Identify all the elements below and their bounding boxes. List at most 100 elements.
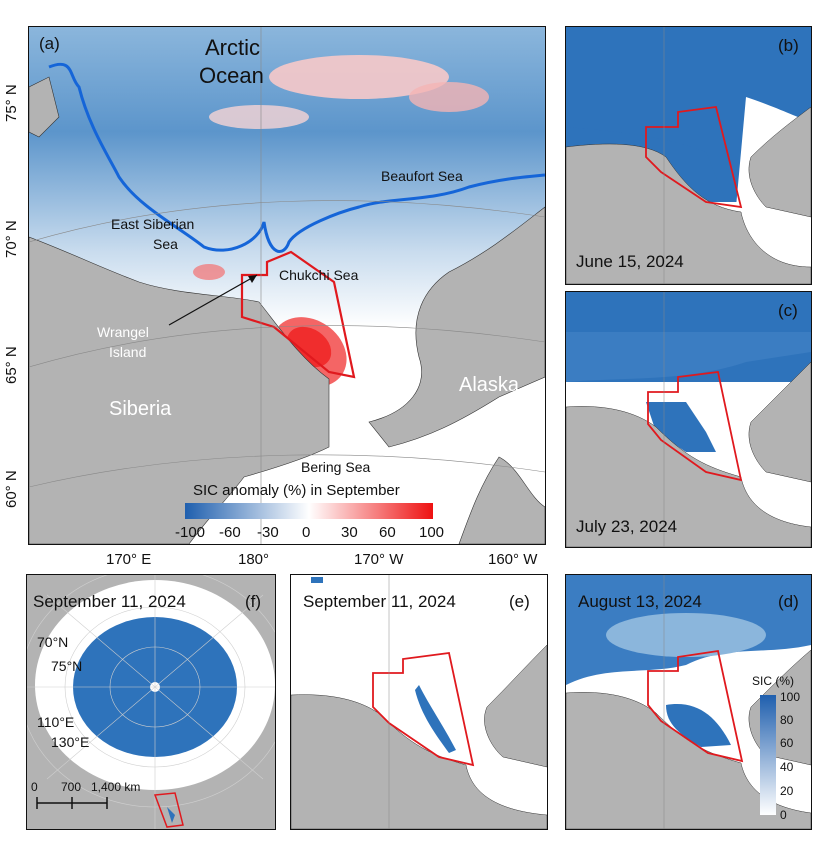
alaska-label: Alaska: [459, 374, 520, 396]
panel-a-map-graphics: [29, 27, 545, 544]
sea-ice-remnant: [666, 704, 731, 747]
panel-c-map-graphics: [566, 292, 811, 547]
chukchi-sea-label: Chukchi Sea: [279, 267, 359, 283]
east-siberian-sea-label: Sea: [153, 236, 178, 252]
sic-colorbar-tick: 100: [780, 690, 801, 704]
panel-d-map-graphics: [566, 575, 811, 829]
sic-colorbar-title: SIC (%): [752, 674, 794, 688]
panel-date: September 11, 2024: [303, 592, 456, 611]
lon-label: 170° E: [106, 551, 152, 568]
sea-ice-remnant: [167, 807, 175, 823]
land: [566, 143, 811, 284]
lat-label: 75°N: [51, 658, 83, 674]
panel-f-polar-map: September 11, 2024 (f) 70°N 75°N 110°E 1…: [26, 574, 276, 830]
sea-ice-remnant: [646, 402, 716, 452]
siberia-label: Siberia: [109, 398, 172, 420]
lat-label: 65° N: [3, 346, 20, 384]
study-area-box: [647, 649, 744, 763]
arctic-ocean-label: Arctic: [205, 35, 260, 60]
graticule-line: [29, 200, 545, 243]
panel-date: June 15, 2024: [576, 252, 684, 271]
panel-e-sic-map: September 11, 2024 (e): [290, 574, 548, 830]
sea-ice-remnant: [415, 685, 456, 753]
wrangel-island-label: Wrangel: [97, 324, 149, 340]
sea-ice-thin: [606, 613, 766, 657]
study-area-box: [240, 250, 356, 379]
graticule-line: [29, 325, 545, 368]
positive-anomaly-patch: [269, 55, 449, 99]
sic-colorbar-tick: 0: [780, 808, 787, 822]
panel-label: (b): [778, 36, 799, 55]
bering-sea-label: Bering Sea: [301, 459, 371, 475]
sea-ice: [566, 332, 811, 382]
colorbar-tick: -60: [219, 524, 241, 541]
scale-bar: [36, 797, 108, 809]
lon-label: 110°E: [37, 714, 75, 730]
positive-anomaly-patch: [209, 105, 309, 129]
land: [566, 406, 811, 547]
lon-label: 160° W: [488, 551, 538, 568]
colorbar-tick: -30: [257, 524, 279, 541]
arctic-ocean-label: Ocean: [199, 63, 264, 88]
sic-colorbar: [760, 695, 776, 815]
ice-edge-line: [48, 63, 545, 253]
alaska-land: [368, 206, 545, 448]
lat-label: 60° N: [3, 470, 20, 508]
lon-label: 170° W: [354, 551, 404, 568]
anomaly-colorbar: [185, 503, 433, 519]
lat-label: 70°N: [37, 634, 69, 650]
colorbar-tick: 30: [341, 524, 358, 541]
graticule: [27, 575, 275, 829]
study-area-box: [647, 371, 743, 482]
study-area-box: [372, 652, 475, 767]
wrangel-island-label: Island: [109, 344, 147, 360]
panel-label: (c): [778, 301, 798, 320]
lon-label: 130°E: [51, 734, 90, 750]
alaska-peninsula: [458, 456, 545, 544]
positive-anomaly-patch: [409, 82, 489, 112]
panel-a-anomaly-map: (a) Arctic Ocean Beaufort Sea East Siber…: [28, 26, 546, 545]
sic-colorbar-tick: 80: [780, 713, 794, 727]
lat-label: 75° N: [3, 84, 20, 122]
panel-label: (f): [245, 592, 262, 611]
sea-ice-fragment: [311, 577, 323, 583]
east-siberian-sea-label: East Siberian: [111, 216, 195, 232]
positive-anomaly-patch: [193, 264, 225, 280]
sic-colorbar-tick: 20: [780, 784, 794, 798]
arrow-head: [248, 275, 257, 283]
panel-d-sic-map: August 13, 2024 (d) SIC (%) 100 80 60 40…: [565, 574, 812, 830]
panel-label: (e): [509, 592, 530, 611]
panel-e-map-graphics: [291, 575, 547, 829]
panel-date: August 13, 2024: [578, 592, 702, 611]
lat-label: 70° N: [3, 220, 20, 258]
colorbar-tick: -100: [175, 524, 206, 541]
study-area-box: [645, 106, 743, 209]
land: [566, 692, 811, 829]
panel-date: July 23, 2024: [576, 517, 678, 536]
panel-label: (d): [778, 592, 799, 611]
colorbar-tick: 60: [379, 524, 396, 541]
panel-f-map-graphics: [27, 575, 275, 829]
wrangel-arrow: [168, 274, 258, 326]
study-area-box: [153, 792, 184, 828]
land-fragment: [29, 76, 60, 138]
graticule-line: [29, 454, 545, 488]
panel-label: (a): [39, 34, 60, 53]
scale-bar-tick: 0: [31, 780, 38, 794]
beaufort-sea-label: Beaufort Sea: [381, 168, 463, 184]
panel-c-sic-map: (c) July 23, 2024: [565, 291, 812, 548]
sic-colorbar-tick: 60: [780, 736, 794, 750]
colorbar-title: SIC anomaly (%) in September: [193, 482, 400, 499]
colorbar-tick: 100: [419, 524, 445, 541]
lon-label: 180°: [238, 551, 270, 568]
scale-bar-tick: 700: [61, 780, 82, 794]
sic-colorbar-tick: 40: [780, 760, 794, 774]
panel-b-map-graphics: [566, 27, 811, 284]
alaska-land: [484, 644, 547, 768]
scale-bar-tick: 1,400 km: [91, 780, 141, 794]
alaska-land: [748, 361, 811, 483]
alaska-land: [748, 106, 811, 218]
panel-b-sic-map: (b) June 15, 2024: [565, 26, 812, 285]
colorbar-tick: 0: [302, 524, 311, 541]
panel-date: September 11, 2024: [33, 592, 186, 611]
